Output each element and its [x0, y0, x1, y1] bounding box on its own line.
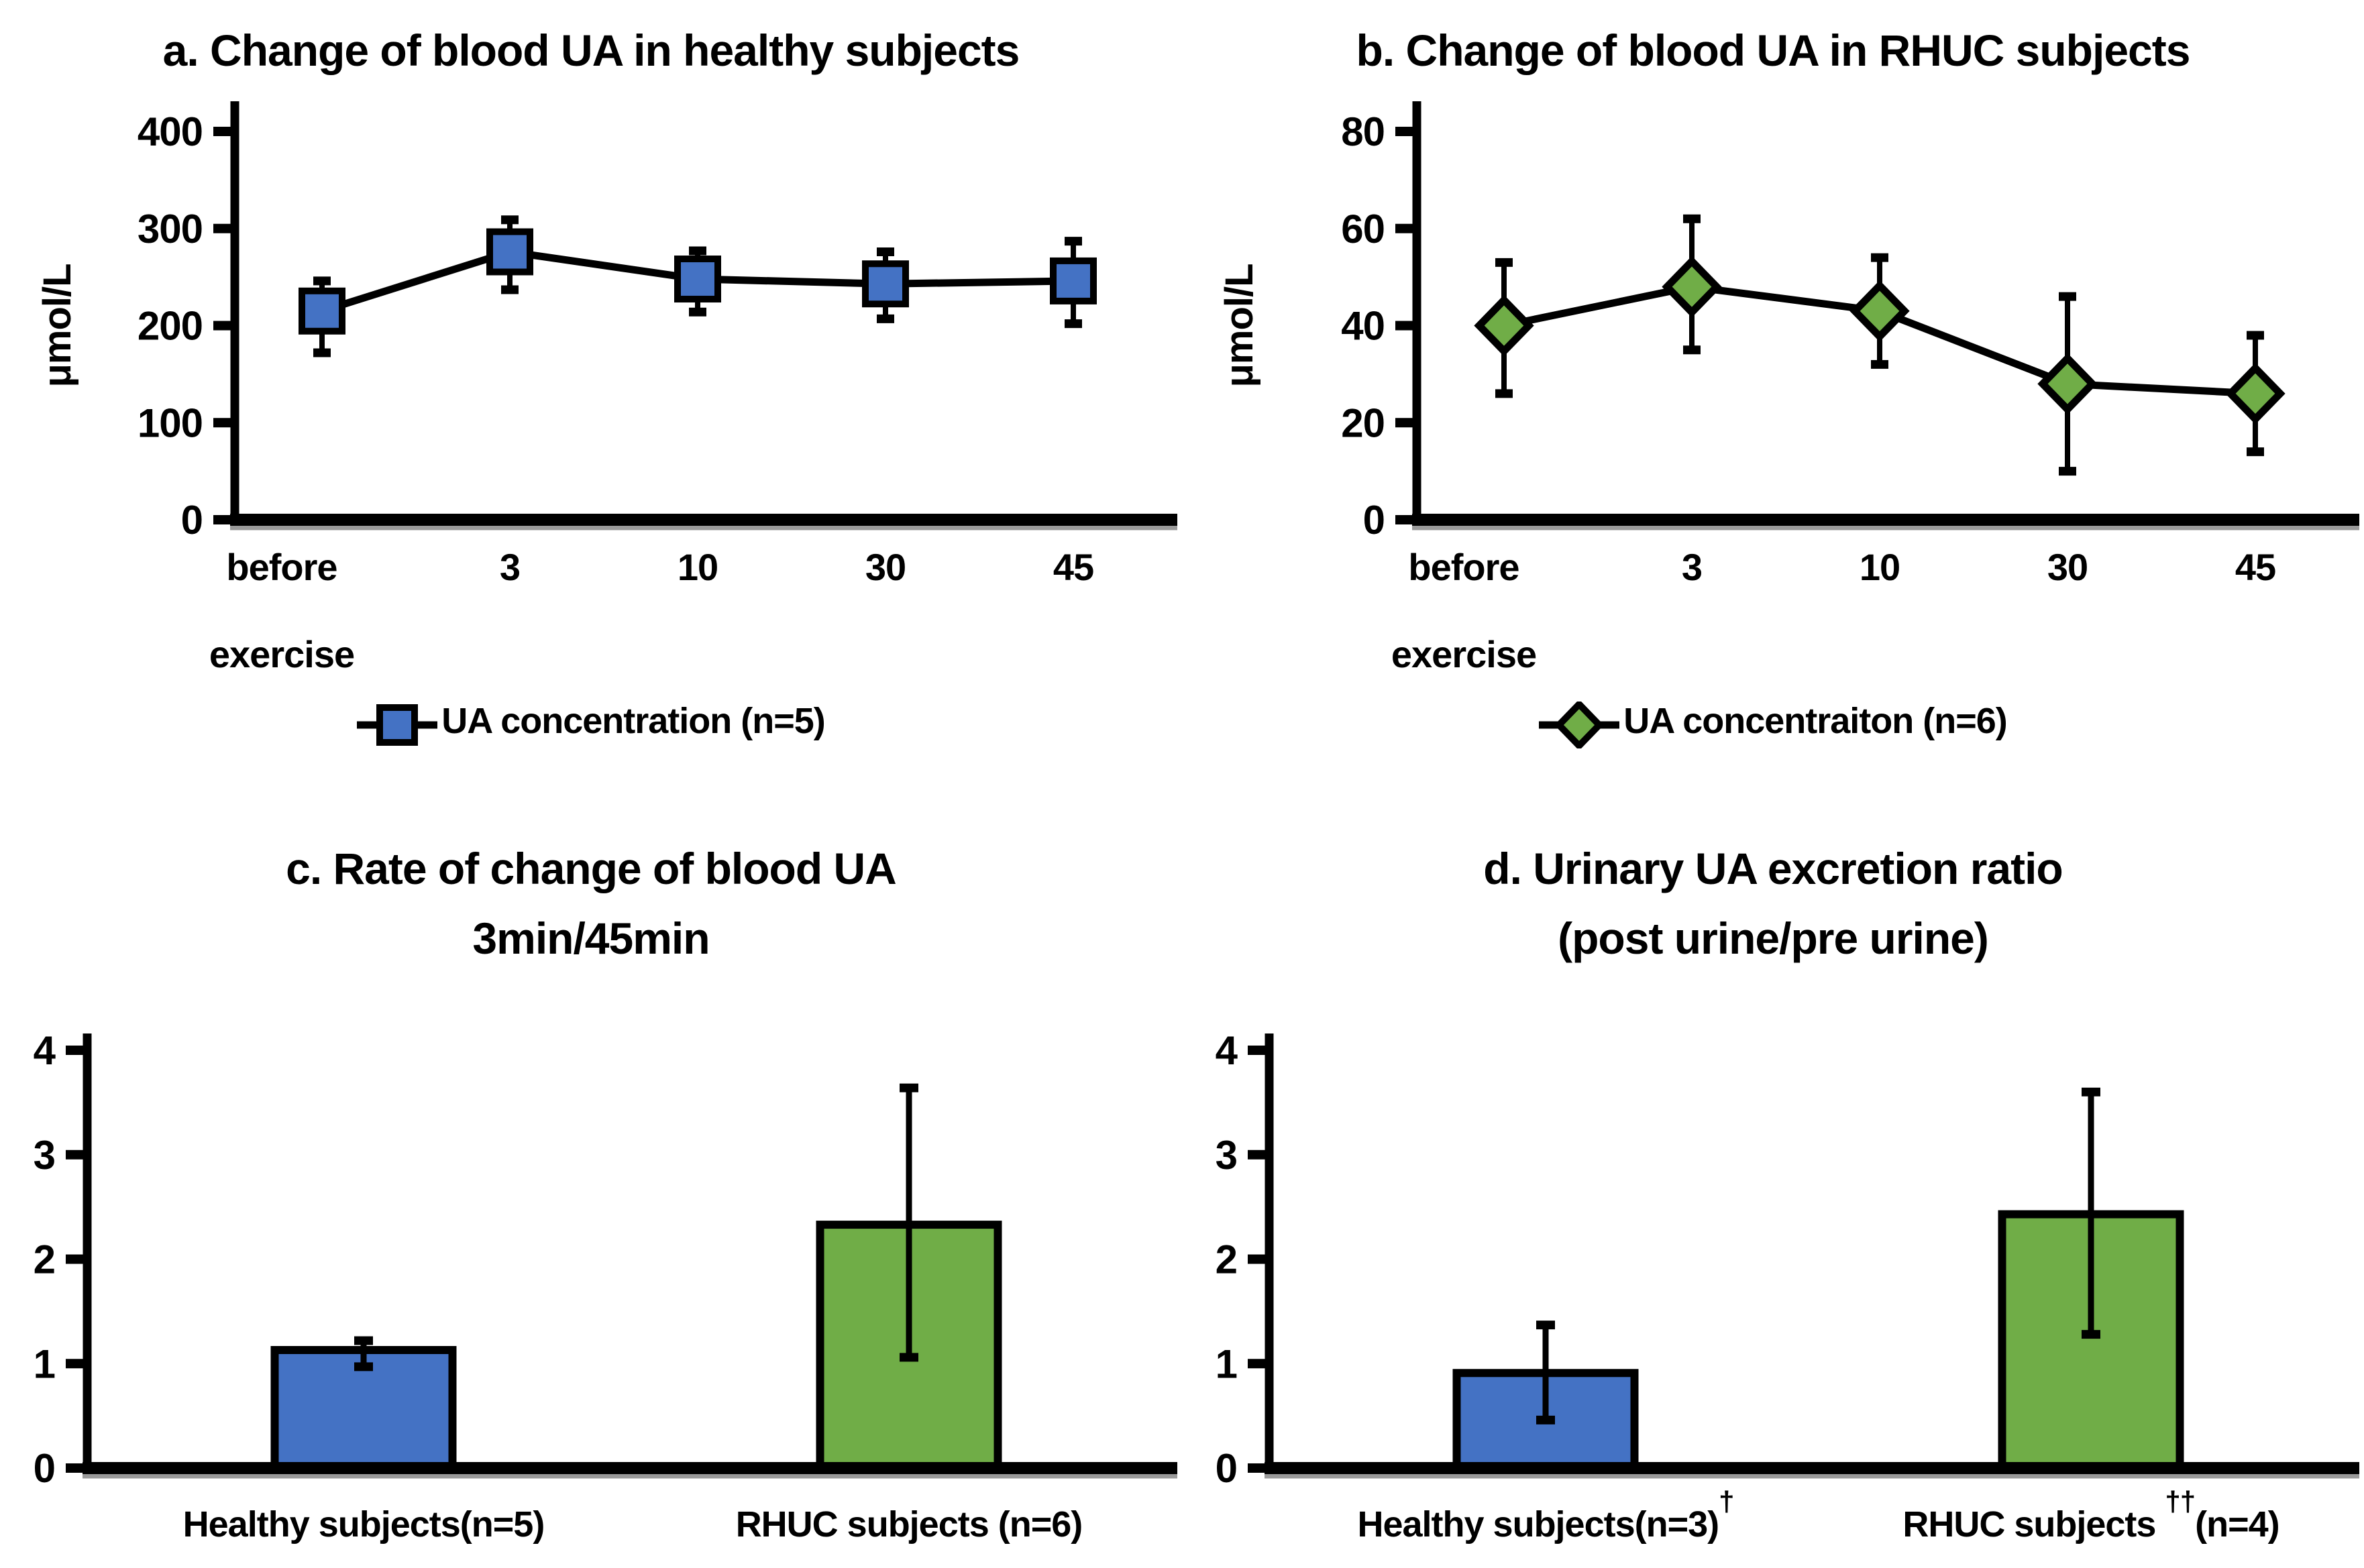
panel-b-legend-label: UA concentraiton (n=6) — [1623, 701, 2008, 741]
svg-text:2: 2 — [34, 1237, 55, 1282]
panel-a-title-text: a. Change of blood UA in healthy subject… — [162, 25, 1020, 75]
svg-text:100: 100 — [138, 400, 203, 445]
panel-d: d. Urinary UA excretion ratio (post urin… — [1182, 784, 2364, 1568]
svg-text:exercise: exercise — [209, 633, 354, 675]
svg-text:10: 10 — [1860, 546, 1900, 588]
panel-b-title-text: b. Change of blood UA in RHUC subjects — [1356, 25, 2191, 75]
svg-text:before: before — [1408, 546, 1519, 588]
svg-text:RHUC subjects (n=6): RHUC subjects (n=6) — [736, 1504, 1083, 1545]
svg-text:μmol/L: μmol/L — [1218, 264, 1261, 387]
svg-text:30: 30 — [2047, 546, 2088, 588]
panel-b-line-chart: 0 20 40 60 80 before exercise 3 10 30 45 μmol/L — [1218, 101, 2359, 675]
panel-c-title-line2: 3min/45min — [472, 913, 710, 963]
svg-text:40: 40 — [1341, 304, 1385, 349]
panel-b-title: b. Change of blood UA in RHUC subjects — [1182, 0, 2364, 101]
panel-d-title-line1: d. Urinary UA excretion ratio — [1483, 844, 2063, 893]
svg-text:RHUC subjects ††(n=4): RHUC subjects ††(n=4) — [1902, 1486, 2279, 1545]
panel-a-legend-label: UA concentration (n=5) — [441, 701, 826, 741]
svg-text:80: 80 — [1341, 109, 1385, 154]
svg-text:0: 0 — [1216, 1446, 1237, 1491]
svg-text:4: 4 — [34, 1028, 56, 1073]
panel-c: c. Rate of change of blood UA 3min/45min… — [0, 784, 1182, 1568]
svg-text:3: 3 — [1216, 1133, 1237, 1178]
svg-text:before: before — [226, 546, 337, 588]
svg-text:45: 45 — [1053, 546, 1093, 588]
svg-text:exercise: exercise — [1391, 633, 1536, 675]
panel-a-line-chart: 0 100 200 300 400 before exercise 3 10 30 45 μmol/L — [36, 101, 1177, 675]
blue-square-marker-icon — [357, 704, 438, 746]
svg-text:60: 60 — [1341, 207, 1385, 251]
panel-a: a. Change of blood UA in healthy subject… — [0, 0, 1182, 784]
svg-text:2: 2 — [1216, 1237, 1237, 1282]
panel-b: b. Change of blood UA in RHUC subjects 0… — [1182, 0, 2364, 784]
green-diamond-marker-icon — [1539, 702, 1620, 748]
svg-text:0: 0 — [1363, 498, 1385, 543]
svg-text:Healthy subjects(n=3)†: Healthy subjects(n=3)† — [1357, 1486, 1733, 1545]
svg-text:400: 400 — [138, 109, 203, 154]
svg-text:0: 0 — [34, 1446, 55, 1491]
panel-c-title-line1: c. Rate of change of blood UA — [286, 844, 897, 893]
svg-text:μmol/L: μmol/L — [36, 264, 79, 387]
svg-text:45: 45 — [2235, 546, 2275, 588]
svg-text:1: 1 — [1216, 1341, 1237, 1386]
svg-text:300: 300 — [138, 207, 203, 251]
panel-b-legend: UA concentraiton (n=6) — [1182, 691, 2364, 784]
svg-text:0: 0 — [181, 498, 203, 543]
svg-text:200: 200 — [138, 304, 203, 349]
svg-text:30: 30 — [865, 546, 906, 588]
panel-c-title: c. Rate of change of blood UA 3min/45min — [0, 784, 1182, 1012]
svg-text:20: 20 — [1341, 400, 1385, 445]
panel-c-bar-chart: 0 1 2 3 4 Healthy subjects(n=5) RHUC subjects … — [34, 1028, 1177, 1545]
svg-text:1: 1 — [34, 1341, 55, 1386]
svg-text:10: 10 — [678, 546, 718, 588]
svg-text:3: 3 — [34, 1133, 55, 1178]
svg-text:3: 3 — [1682, 546, 1702, 588]
panel-d-bar-chart: 0 1 2 3 4 Healthy subjects(n=3)† RHUC subjects… — [1216, 1028, 2359, 1545]
svg-text:4: 4 — [1216, 1028, 1238, 1073]
svg-text:Healthy subjects(n=5): Healthy subjects(n=5) — [183, 1504, 545, 1545]
panel-d-title: d. Urinary UA excretion ratio (post urin… — [1182, 784, 2364, 1012]
panel-a-title: a. Change of blood UA in healthy subject… — [0, 0, 1182, 101]
panel-d-title-line2: (post urine/pre urine) — [1558, 913, 1989, 963]
panel-a-legend: UA concentration (n=5) — [0, 691, 1182, 784]
svg-text:3: 3 — [500, 546, 520, 588]
